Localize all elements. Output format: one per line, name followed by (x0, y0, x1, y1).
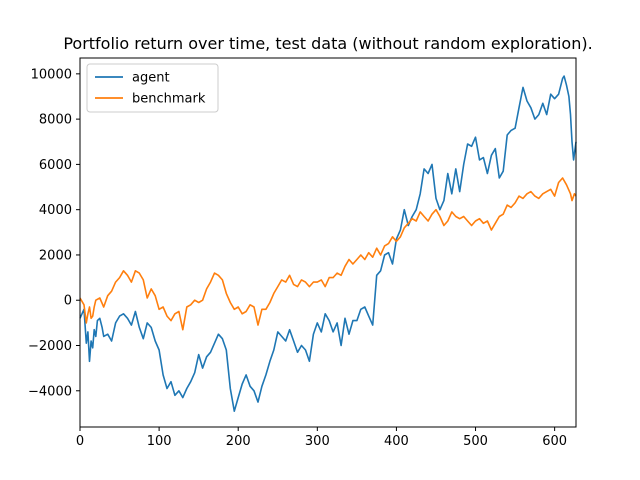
series-line-benchmark (79, 177, 577, 331)
x-tick-label: 500 (463, 434, 488, 449)
x-tick-label: 100 (147, 434, 172, 449)
x-tick-label: 0 (76, 434, 84, 449)
legend-label-benchmark: benchmark (132, 92, 206, 107)
x-tick-label: 300 (305, 434, 330, 449)
legend-label-agent: agent (132, 71, 170, 86)
y-tick-label: 4000 (39, 203, 72, 218)
y-tick-label: 0 (64, 294, 72, 309)
plot-area: 0 100 200 300 400 500 600 −4000 −2000 0 2000 4000 60… (28, 57, 577, 449)
y-tick-label: 10000 (31, 67, 72, 82)
axes-frame (79, 57, 577, 428)
y-tick-label: −4000 (28, 384, 72, 399)
legend-box (86, 63, 219, 113)
x-tick-label: 600 (542, 434, 567, 449)
y-tick-label: 8000 (39, 113, 72, 128)
x-tick-label: 400 (384, 434, 409, 449)
y-tick-label: −2000 (28, 339, 72, 354)
x-tick-label: 200 (226, 434, 251, 449)
y-tick-label: 2000 (39, 248, 72, 263)
y-tick-label: 6000 (39, 158, 72, 173)
chart-title: Portfolio return over time, test data (w… (63, 34, 592, 53)
series-line-agent (79, 75, 577, 413)
